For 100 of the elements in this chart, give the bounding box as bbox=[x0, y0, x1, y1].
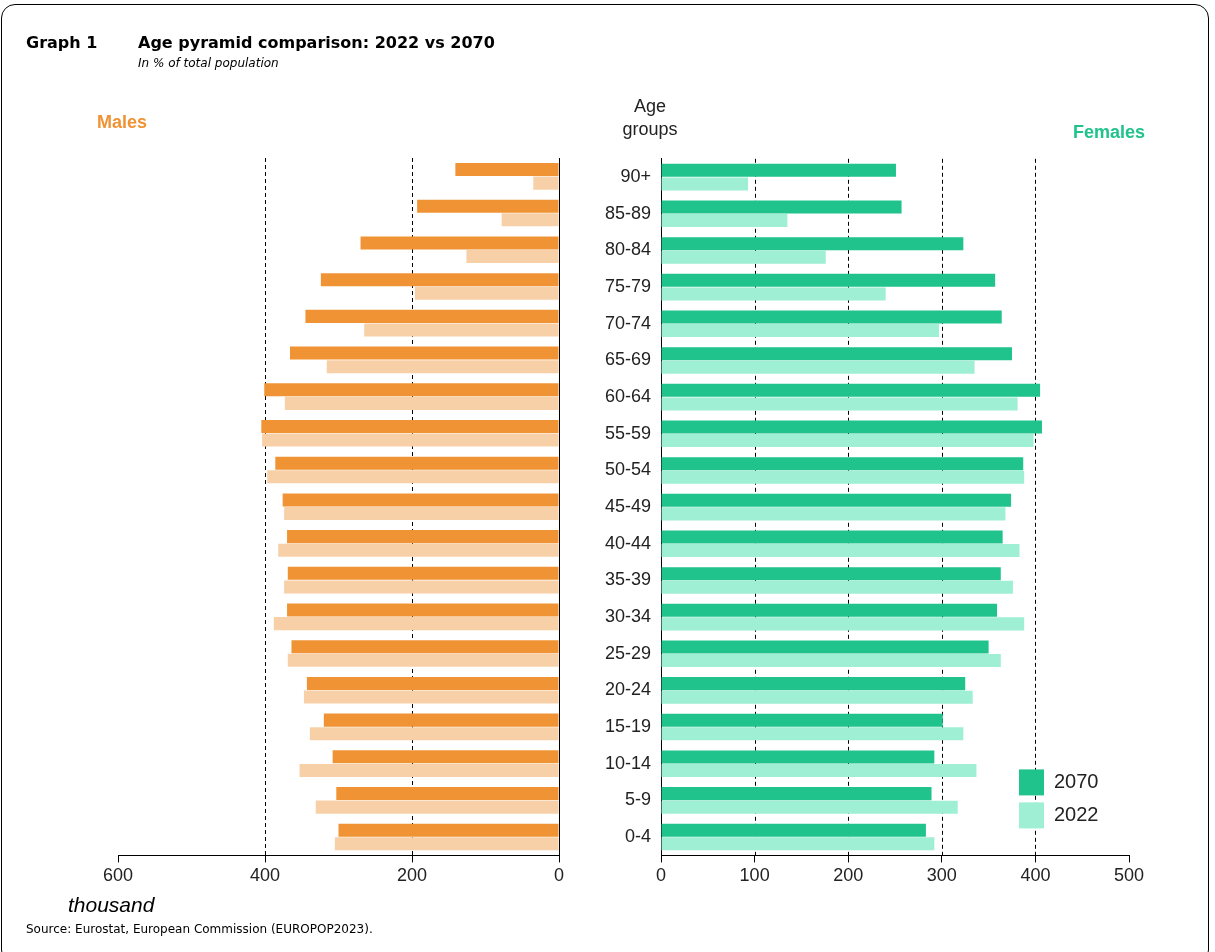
bar bbox=[533, 176, 559, 190]
bar bbox=[332, 750, 559, 764]
bar bbox=[661, 544, 1020, 558]
bar bbox=[661, 690, 973, 704]
bar bbox=[414, 286, 559, 300]
bar bbox=[661, 677, 966, 691]
text: In % of total population bbox=[138, 56, 279, 70]
x-tick-label: 100 bbox=[739, 865, 770, 886]
bar bbox=[661, 603, 998, 617]
bar bbox=[661, 457, 1024, 471]
bar bbox=[309, 727, 559, 741]
caption: Graph 1 bbox=[26, 33, 98, 52]
bar bbox=[661, 654, 1001, 668]
bar bbox=[661, 273, 996, 287]
x-tick-label: 500 bbox=[1113, 865, 1145, 886]
bar bbox=[661, 163, 896, 177]
x-tick-label: 600 bbox=[102, 865, 134, 886]
bar bbox=[273, 617, 559, 631]
bar bbox=[661, 397, 1018, 411]
y-tick-label: 15-19 bbox=[604, 716, 652, 737]
bar bbox=[661, 383, 1041, 397]
bar bbox=[275, 456, 559, 470]
bar bbox=[501, 213, 559, 227]
bar bbox=[278, 543, 559, 557]
y-tick-label: 30-34 bbox=[604, 606, 652, 627]
bar bbox=[661, 764, 977, 778]
bar bbox=[290, 346, 559, 360]
bar bbox=[661, 530, 1003, 544]
y-tick-label: 35-39 bbox=[604, 569, 652, 590]
chart-title: Females bbox=[1072, 122, 1145, 143]
bar bbox=[661, 640, 989, 654]
y-tick-label: 40-44 bbox=[604, 532, 652, 553]
bar bbox=[287, 653, 559, 667]
bar bbox=[661, 823, 926, 837]
chart-title: Males bbox=[97, 112, 148, 133]
bar bbox=[455, 163, 559, 177]
bar bbox=[282, 493, 559, 507]
x-tick-label: 0 bbox=[553, 865, 565, 886]
y-tick-label: 65-69 bbox=[604, 349, 652, 370]
x-tick-label: 200 bbox=[833, 865, 864, 886]
bar bbox=[661, 580, 1013, 594]
bar bbox=[661, 750, 935, 764]
bar bbox=[287, 603, 559, 617]
bar bbox=[291, 640, 559, 654]
bar bbox=[323, 713, 559, 727]
bar bbox=[306, 676, 559, 690]
bar bbox=[338, 823, 559, 837]
bar bbox=[336, 787, 559, 801]
bar bbox=[661, 837, 935, 851]
bar bbox=[661, 237, 964, 251]
bar bbox=[661, 787, 932, 801]
x-tick-label: 400 bbox=[1020, 865, 1051, 886]
bar bbox=[661, 200, 902, 214]
bar bbox=[287, 566, 559, 580]
bar bbox=[661, 727, 964, 741]
bar bbox=[360, 236, 559, 250]
source-note: Source: Eurostat, European Commission (EUROPOP2023). bbox=[26, 922, 373, 936]
bar bbox=[267, 470, 559, 484]
bar bbox=[661, 567, 1001, 581]
y-tick-label: 85-89 bbox=[604, 202, 652, 223]
bar bbox=[334, 837, 559, 851]
y-tick-label: 80-84 bbox=[604, 239, 652, 260]
y-tick-label: 25-29 bbox=[604, 642, 652, 663]
y-tick-label: 90+ bbox=[620, 166, 652, 187]
bar bbox=[661, 617, 1025, 631]
y-tick-label: 45-49 bbox=[604, 496, 652, 517]
bar bbox=[466, 250, 559, 264]
y-tick-label: 10-14 bbox=[604, 752, 652, 773]
bar bbox=[264, 383, 559, 397]
y-tick-label: 0-4 bbox=[625, 826, 652, 847]
bar bbox=[661, 324, 940, 338]
bar bbox=[661, 310, 1002, 324]
y-tick-label: 60-64 bbox=[604, 386, 652, 407]
bar bbox=[661, 493, 1012, 507]
bar bbox=[326, 360, 559, 374]
bar bbox=[364, 323, 559, 337]
bar bbox=[661, 250, 826, 264]
bar bbox=[661, 713, 943, 727]
bar bbox=[417, 199, 559, 213]
bar bbox=[661, 420, 1042, 434]
x-axis-title: thousand bbox=[68, 893, 155, 917]
x-tick-label: 300 bbox=[926, 865, 957, 886]
legend-label: 2022 bbox=[1054, 802, 1099, 825]
y-tick-label: 75-79 bbox=[604, 276, 652, 297]
text: Age pyramid comparison: 2022 vs 2070 bbox=[138, 33, 495, 52]
y-tick-label: 70-74 bbox=[604, 312, 652, 333]
x-tick-label: 200 bbox=[396, 865, 428, 886]
bar bbox=[661, 287, 886, 301]
y-tick-label: 5-9 bbox=[625, 789, 652, 810]
bar bbox=[284, 396, 559, 410]
bar bbox=[661, 347, 1013, 361]
bar bbox=[299, 763, 559, 777]
bar bbox=[262, 433, 559, 447]
bar bbox=[661, 434, 1034, 448]
y-tick-label: 50-54 bbox=[604, 459, 652, 480]
bar bbox=[305, 309, 559, 323]
bar bbox=[287, 530, 559, 544]
x-tick-label: 0 bbox=[656, 865, 667, 886]
y-axis-title: Age groups bbox=[621, 95, 679, 141]
bar bbox=[661, 360, 975, 374]
